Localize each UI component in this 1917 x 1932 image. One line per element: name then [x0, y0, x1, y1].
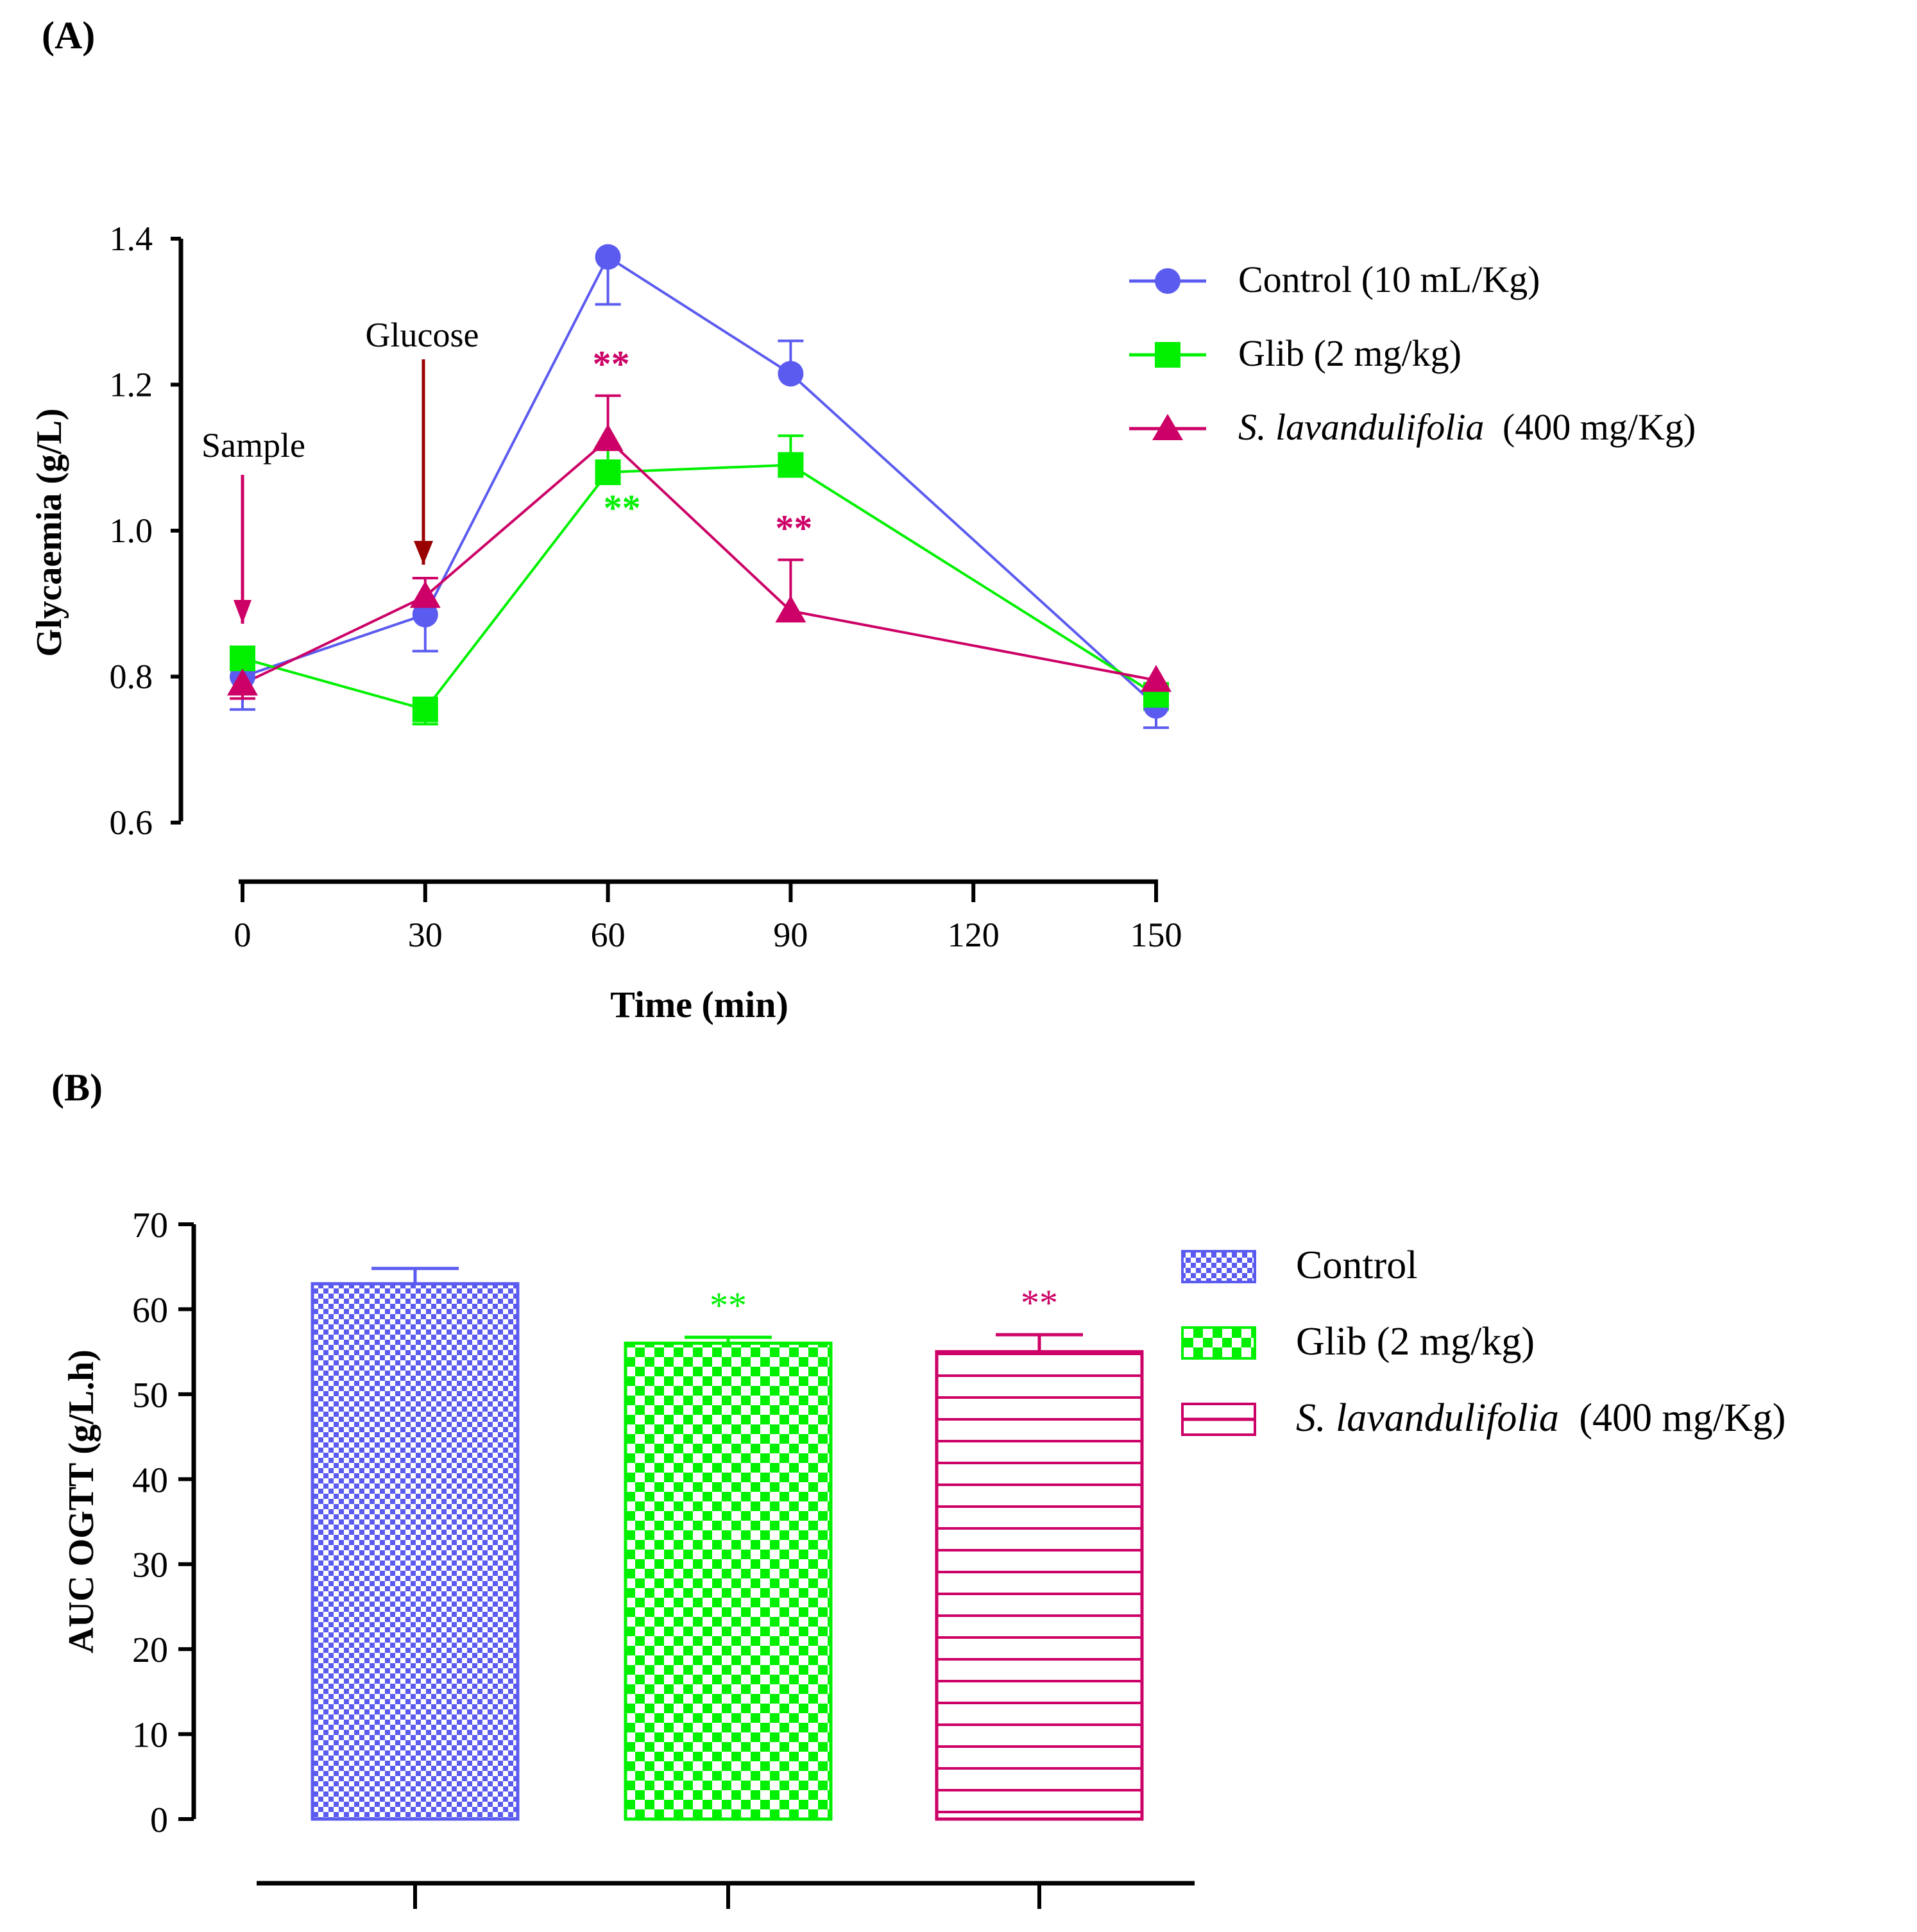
- legend-b-slav-label-rest: (400 mg/Kg): [1579, 1396, 1785, 1440]
- bar-group-0: [311, 1267, 520, 1821]
- series-line: [242, 463, 1157, 711]
- data-point: [227, 668, 258, 696]
- panel-a-y-tick-label: 1.4: [110, 219, 153, 258]
- panel-a-y-ticks: 0.6 0.8 1.0 1.2 1.4: [110, 219, 181, 842]
- panel-b-label: (B): [51, 1066, 103, 1109]
- legend-slav-label: S. lavandulifolia (400 mg/Kg): [1238, 406, 1696, 448]
- legend-b-slav-label-italic: S. lavandulifolia: [1296, 1396, 1559, 1440]
- annotation-glucose: Glucose: [366, 316, 479, 354]
- series-1: [230, 434, 1169, 726]
- series-markers-1: **: [230, 452, 1169, 722]
- panel-a-x-ticks: 0 30 60 90 120 150: [234, 882, 1182, 954]
- panel-a-y-tick-label: 0.6: [110, 803, 153, 842]
- panel-a-x-tick-label: 120: [948, 916, 1000, 954]
- data-point: [778, 361, 804, 387]
- panel-b-bars: ** **: [311, 1267, 1144, 1821]
- legend-b-item-glib: Glib (2 mg/kg): [1181, 1320, 1535, 1364]
- series-markers-2: ** **: [227, 343, 1172, 696]
- significance-mark: **: [593, 343, 630, 385]
- legend-control-marker: [1155, 268, 1180, 294]
- legend-b-item-control: Control: [1181, 1244, 1417, 1287]
- bar: [935, 1350, 1144, 1821]
- data-point: [595, 244, 621, 270]
- panel-b-y-axis-label: AUC OGTT (g/L.h): [62, 1349, 101, 1653]
- legend-slav-label-rest: (400 mg/Kg): [1503, 406, 1696, 448]
- panel-b-y-tick-label: 20: [132, 1630, 168, 1670]
- panel-a-series: ** ** **: [227, 244, 1172, 730]
- legend-b-control-swatch: [1181, 1250, 1256, 1283]
- data-point: [595, 459, 621, 485]
- panel-a-x-tick-label: 30: [408, 916, 443, 954]
- panel-b-y-tick-label: 40: [132, 1460, 168, 1500]
- panel-a-x-tick-label: 90: [773, 916, 808, 954]
- legend-b-control-label: Control: [1296, 1244, 1417, 1287]
- legend-glib-label: Glib (2 mg/kg): [1238, 332, 1461, 374]
- data-point: [412, 696, 438, 722]
- legend-slav-label-italic: S. lavandulifolia: [1238, 406, 1484, 448]
- annotation-sample-arrowhead: [234, 600, 251, 624]
- panel-b-legend: Control Glib (2 mg/kg) S. lavandulifolia…: [1181, 1244, 1785, 1440]
- panel-b-y-tick-label: 0: [150, 1800, 168, 1840]
- data-point: [230, 645, 255, 672]
- annotation-glucose-arrowhead: [414, 541, 433, 565]
- legend-item-glib: Glib (2 mg/kg): [1129, 332, 1461, 374]
- panel-a-y-tick-label: 1.0: [110, 511, 153, 550]
- legend-control-label: Control (10 mL/Kg): [1238, 259, 1540, 300]
- legend-b-glib-label: Glib (2 mg/kg): [1296, 1320, 1535, 1364]
- panel-b-y-tick-label: 10: [132, 1716, 168, 1756]
- panel-b-y-tick-label: 70: [132, 1206, 168, 1245]
- legend-b-slav-label: S. lavandulifolia (400 mg/Kg): [1296, 1396, 1785, 1440]
- panel-a-legend: Control (10 mL/Kg) Glib (2 mg/kg) S. lav…: [1129, 259, 1696, 448]
- legend-b-glib-swatch: [1181, 1326, 1256, 1360]
- data-point: [409, 581, 441, 608]
- panel-a-label: (A): [42, 14, 95, 56]
- panel-a-y-tick-label: 0.8: [110, 658, 153, 696]
- legend-glib-marker: [1155, 342, 1180, 368]
- significance-mark: **: [775, 508, 812, 549]
- bar: [624, 1341, 833, 1821]
- bar-significance-mark: **: [1021, 1282, 1058, 1324]
- panel-a-y-axis-label: Glycaemia (g/L): [30, 408, 69, 656]
- series-2: [230, 394, 1169, 700]
- panel-b-y-tick-label: 60: [132, 1290, 168, 1330]
- panel-a-x-tick-label: 0: [234, 916, 251, 954]
- legend-item-control: Control (10 mL/Kg): [1129, 259, 1540, 300]
- panel-a-x-axis-label: Time (min): [610, 984, 788, 1025]
- annotation-sample: Sample: [201, 426, 305, 465]
- panel-b-x-ticks: [413, 1883, 1041, 1909]
- panel-b-y-ticks: 0 10 20 30 40 50 60 70: [132, 1206, 194, 1840]
- panel-a-x-tick-label: 60: [591, 916, 626, 954]
- data-point: [778, 452, 804, 478]
- panel-b-y-tick-label: 50: [132, 1376, 168, 1415]
- series-line: [242, 438, 1157, 685]
- significance-mark: **: [604, 487, 641, 529]
- legend-item-s-lavandulifolia: S. lavandulifolia (400 mg/Kg): [1129, 406, 1696, 448]
- data-point: [412, 601, 438, 628]
- panel-a-x-tick-label: 150: [1130, 916, 1182, 954]
- panel-a-y-tick-label: 1.2: [110, 366, 153, 404]
- bar-group-2: **: [935, 1282, 1144, 1821]
- panel-b-y-tick-label: 30: [132, 1546, 168, 1586]
- bar-significance-mark: **: [710, 1285, 747, 1326]
- data-point: [775, 595, 806, 623]
- bar: [311, 1282, 520, 1821]
- data-point: [592, 423, 624, 451]
- data-point: [1141, 665, 1172, 692]
- legend-b-item-s-lavandulifolia: S. lavandulifolia (400 mg/Kg): [1181, 1396, 1785, 1440]
- bar-group-1: **: [624, 1285, 833, 1821]
- legend-slav-marker: [1152, 414, 1183, 440]
- panel-a: (A) 0.6 0.8 1.0 1.2 1.4 0 30 60 90 120 150 Glycae…: [30, 14, 1696, 1025]
